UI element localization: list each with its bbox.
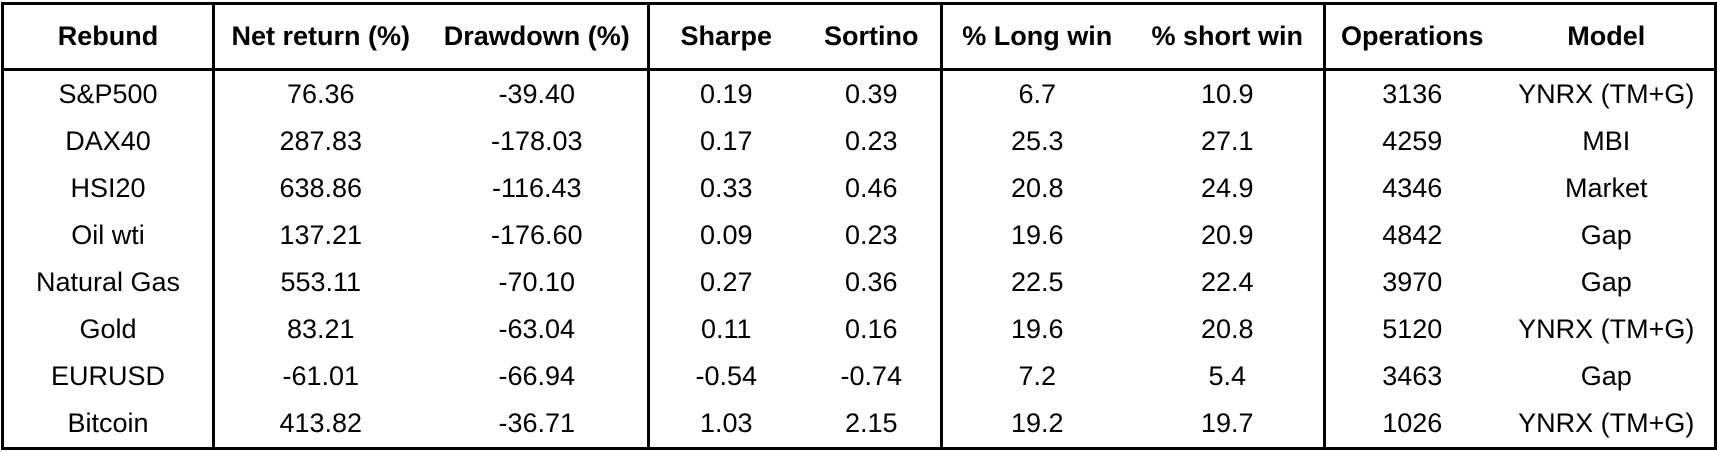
table-cell: EURUSD <box>2 353 215 400</box>
column-header: Sortino <box>802 3 943 71</box>
table-cell: 0.23 <box>802 118 943 165</box>
table-row: Bitcoin 413.82 -36.71 1.03 2.15 19.2 19.7 1026 Y… <box>2 400 1716 449</box>
table-cell: -39.40 <box>426 69 650 118</box>
table-row: EURUSD -61.01 -66.94 -0.54 -0.74 7.2 5.4 3463 Ga… <box>2 353 1716 400</box>
table-cell: -0.54 <box>695 361 758 391</box>
table-cell: 1.03 <box>699 408 753 438</box>
table-cell: 19.6 <box>1010 220 1064 250</box>
table-cell: 5.4 <box>1131 353 1326 400</box>
table-cell: -66.94 <box>426 353 650 400</box>
table-cell: MBI <box>1582 126 1631 156</box>
table-cell: 76.36 <box>286 79 355 109</box>
table-row: Natural Gas 553.11 -70.10 0.27 0.36 22.5 22.4 3… <box>2 259 1716 306</box>
table-cell: -36.71 <box>426 400 650 449</box>
table-row: Oil wti 137.21 -176.60 0.09 0.23 19.6 20.9 4842… <box>2 212 1716 259</box>
column-header: % short win <box>1131 3 1326 71</box>
table-cell: 553.11 <box>280 267 362 297</box>
table-cell: 0.27 <box>699 267 753 297</box>
table-cell: 20.8 <box>1010 173 1064 203</box>
table-cell: 0.09 <box>699 220 753 250</box>
table-cell: DAX40 <box>2 118 215 165</box>
table-cell: YNRX (TM+G) <box>1518 79 1695 109</box>
table-cell: 6.7 <box>1018 79 1057 109</box>
table-cell: 3970 <box>1382 267 1443 297</box>
table-cell: 20.9 <box>1131 212 1326 259</box>
table-cell: 0.11 <box>700 314 752 344</box>
table-cell: -70.10 <box>426 259 650 306</box>
table-cell: 22.4 <box>1131 259 1326 306</box>
table-cell: 3136 <box>1382 79 1443 109</box>
table-cell: Natural Gas <box>2 259 215 306</box>
table-cell: 4346 <box>1382 173 1443 203</box>
table-cell: YNRX (TM+G) <box>1518 408 1695 438</box>
table-cell: Gap <box>1580 220 1632 250</box>
table-cell: 19.2 <box>1010 408 1064 438</box>
table-cell: 0.16 <box>802 306 943 353</box>
table-cell: Gold <box>2 306 215 353</box>
table-cell: 0.36 <box>802 259 943 306</box>
table-cell: 638.86 <box>279 173 363 203</box>
table-cell: -116.43 <box>426 165 650 212</box>
table-cell: 5120 <box>1382 314 1443 344</box>
table-cell: 287.83 <box>279 126 363 156</box>
table-cell: 19.7 <box>1131 400 1326 449</box>
table-cell: -0.74 <box>802 353 943 400</box>
table-row: S&P500 76.36 -39.40 0.19 0.39 6.7 10.9 3136 YNRX… <box>2 69 1716 118</box>
table-cell: 413.82 <box>279 408 363 438</box>
table-cell: S&P500 <box>2 69 215 118</box>
table-cell: -176.60 <box>426 212 650 259</box>
column-header: Operations <box>1324 3 1499 71</box>
table-cell: Gap <box>1580 361 1632 391</box>
table-cell: 4842 <box>1382 220 1443 250</box>
table-cell: 3463 <box>1382 361 1443 391</box>
table-row: DAX40 287.83 -178.03 0.17 0.23 25.3 27.1 4259 MB… <box>2 118 1716 165</box>
table-cell: 10.9 <box>1131 69 1326 118</box>
header-row: Rebund Net return (%) Drawdown (%) Sharpe So… <box>2 3 1716 71</box>
column-header: % Long win <box>941 3 1132 71</box>
table-cell: 0.33 <box>699 173 753 203</box>
table-cell: 0.39 <box>802 69 943 118</box>
table-row: HSI20 638.86 -116.43 0.33 0.46 20.8 24.9 4346 Ma… <box>2 165 1716 212</box>
column-header: Drawdown (%) <box>426 3 650 71</box>
table-cell: Market <box>1564 173 1648 203</box>
column-header: Sharpe <box>648 3 803 71</box>
table-cell: 20.8 <box>1131 306 1326 353</box>
table-cell: 27.1 <box>1131 118 1326 165</box>
table-cell: -63.04 <box>426 306 650 353</box>
table-cell: 24.9 <box>1131 165 1326 212</box>
table-cell: Oil wti <box>2 212 215 259</box>
table-cell: 7.2 <box>1018 361 1057 391</box>
table-row: Gold 83.21 -63.04 0.11 0.16 19.6 20.8 5120 YNRX … <box>2 306 1716 353</box>
column-header: Model <box>1498 3 1716 71</box>
table-cell: 83.21 <box>286 314 355 344</box>
table-cell: 25.3 <box>1010 126 1064 156</box>
table-cell: 0.17 <box>699 126 753 156</box>
table-cell: 22.5 <box>1010 267 1064 297</box>
column-header: Net return (%) <box>213 3 427 71</box>
table-cell: 4259 <box>1382 126 1443 156</box>
table-cell: 137.21 <box>279 220 363 250</box>
table-cell: 0.46 <box>802 165 943 212</box>
table-cell: 19.6 <box>1010 314 1064 344</box>
table-cell: HSI20 <box>2 165 215 212</box>
table-cell: 0.23 <box>802 212 943 259</box>
table-cell: -178.03 <box>426 118 650 165</box>
table-cell: -61.01 <box>282 361 360 391</box>
table-cell: 1026 <box>1382 408 1443 438</box>
table-cell: 0.19 <box>699 79 753 109</box>
table-cell: Gap <box>1580 267 1632 297</box>
column-header: Rebund <box>2 3 215 71</box>
table-cell: Bitcoin <box>2 400 215 449</box>
table-cell: 2.15 <box>802 400 943 449</box>
table-body: S&P500 76.36 -39.40 0.19 0.39 6.7 10.9 3136 YNRX… <box>2 69 1716 449</box>
table-cell: YNRX (TM+G) <box>1518 314 1695 344</box>
